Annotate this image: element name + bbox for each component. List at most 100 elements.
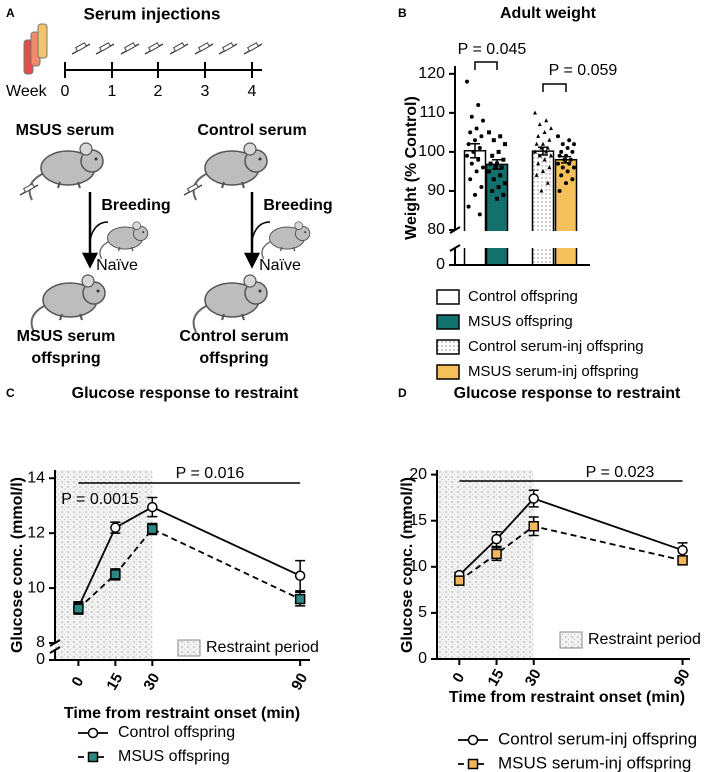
marker — [541, 141, 545, 146]
series-line — [458, 525, 683, 582]
legend-label: Control offspring — [118, 724, 235, 741]
chart-title: Glucose response to restraint — [454, 385, 681, 402]
week-label: Week — [6, 83, 48, 100]
legend-label: Restraint period — [206, 639, 319, 656]
y-axis-label: Glucose conc. (mmol/l) — [9, 477, 26, 653]
marker — [539, 188, 544, 193]
marker — [677, 544, 688, 556]
marker — [570, 177, 575, 182]
offspring-label: offspring — [31, 350, 100, 367]
marker — [474, 169, 479, 174]
legend-swatch — [436, 314, 460, 330]
y-tick-label: 14 — [27, 469, 45, 486]
marker — [564, 181, 568, 186]
marker — [147, 501, 158, 513]
y-tick-label: 12 — [27, 524, 45, 541]
marker — [559, 173, 564, 178]
y-tick-label: 20 — [409, 466, 427, 483]
marker — [503, 181, 507, 186]
marker — [565, 146, 570, 150]
offspring-label: Control serum — [179, 328, 288, 345]
marker — [570, 149, 575, 154]
x-tick-label: 90 — [671, 666, 694, 689]
breeding-label: Breeding — [101, 197, 170, 214]
y-tick-label: 8 — [36, 634, 45, 651]
legend-label: MSUS offspring — [468, 313, 573, 330]
marker — [469, 114, 474, 119]
x-tick-label: 15 — [485, 666, 508, 689]
panel-label: B — [398, 6, 407, 20]
marker — [469, 161, 474, 166]
marker — [537, 122, 542, 127]
legend-label: MSUS serum-inj offspring — [468, 363, 639, 380]
marker — [560, 142, 565, 147]
y-axis-label: Weight (% Control) — [403, 96, 420, 240]
marker — [549, 126, 553, 131]
marker — [481, 165, 485, 170]
marker — [572, 165, 576, 170]
marker — [477, 146, 482, 150]
bracket — [474, 61, 498, 70]
offspring-label: offspring — [199, 350, 268, 367]
marker — [559, 149, 564, 154]
panel-label: D — [398, 386, 407, 400]
marker — [468, 130, 473, 135]
marker — [465, 79, 469, 84]
marker — [496, 149, 501, 154]
legend-swatch — [559, 631, 583, 649]
legend-label: Control serum-inj offspring — [498, 729, 697, 748]
marker — [491, 533, 502, 545]
syringes — [71, 42, 263, 55]
marker — [476, 103, 481, 108]
group-name: Control serum — [197, 122, 306, 139]
diagram-title: Serum injections — [84, 4, 221, 23]
axis-break — [49, 646, 61, 654]
marker — [541, 169, 545, 174]
y-axis-label: Glucose conc. (mmol/l) — [399, 477, 416, 653]
marker — [488, 161, 493, 166]
marker — [549, 153, 553, 158]
bar — [485, 163, 509, 266]
marker — [503, 142, 507, 147]
marker — [544, 118, 549, 123]
marker — [495, 196, 499, 201]
x-tick-label: 0 — [68, 674, 87, 690]
chart-title: Adult weight — [500, 5, 597, 22]
marker — [110, 522, 121, 533]
y-tick-label: 0 — [36, 651, 45, 668]
marker — [294, 570, 306, 581]
male-mouse — [192, 142, 268, 201]
naive-label: Naïve — [259, 257, 301, 274]
week-number: 0 — [61, 83, 70, 100]
marker — [87, 751, 99, 763]
marker — [493, 165, 498, 170]
y-tick-label: 80 — [427, 221, 445, 238]
legend-label: MSUS serum-inj offspring — [498, 753, 691, 772]
marker — [542, 157, 547, 162]
week-number: 3 — [201, 83, 210, 100]
marker — [491, 177, 496, 182]
marker — [490, 188, 495, 193]
series-line — [77, 506, 301, 608]
marker — [572, 142, 576, 147]
legend-label: Control offspring — [468, 288, 578, 305]
marker — [481, 118, 485, 123]
marker — [474, 126, 479, 131]
marker — [473, 138, 477, 143]
y-tick-label: 120 — [418, 65, 445, 82]
week-number: 4 — [248, 83, 257, 100]
x-tick-label: 30 — [140, 670, 163, 693]
marker — [528, 520, 539, 532]
y-tick-label: 15 — [409, 512, 427, 529]
marker — [536, 133, 541, 138]
marker — [677, 555, 688, 566]
legend-swatch — [436, 339, 460, 355]
marker — [556, 134, 560, 139]
marker — [487, 169, 491, 174]
y-tick-label: 90 — [427, 182, 445, 199]
x-axis-label: Time from restraint onset (min) — [449, 689, 685, 706]
marker — [294, 593, 306, 605]
marker — [534, 141, 539, 146]
marker — [87, 727, 99, 739]
marker — [479, 185, 484, 190]
